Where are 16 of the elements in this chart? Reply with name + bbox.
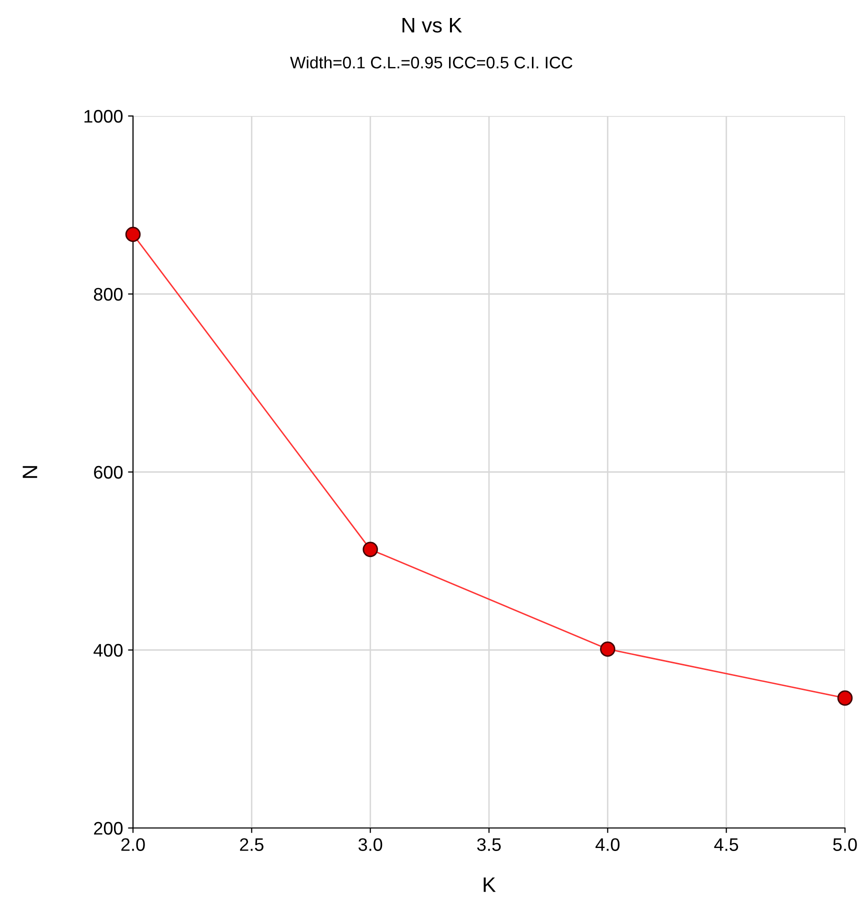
y-tick-label: 400: [94, 644, 123, 657]
y-axis-title: N: [22, 466, 38, 478]
x-tick-label: 5.0: [833, 838, 857, 851]
x-tick-label: 2.0: [121, 838, 145, 851]
x-tick-label: 2.5: [240, 838, 264, 851]
x-tick-label: 4.0: [596, 838, 620, 851]
y-tick-label: 800: [94, 288, 123, 301]
y-tick-label: 1000: [84, 110, 123, 123]
chart-title: N vs K: [402, 18, 462, 33]
y-tick-label: 600: [94, 466, 123, 479]
x-tick-label: 3.5: [477, 838, 501, 851]
y-tick-label: 200: [94, 822, 123, 835]
x-axis-title: K: [484, 878, 496, 892]
x-tick-label: 3.0: [358, 838, 382, 851]
chart-subtitle: Width=0.1 C.L.=0.95 ICC=0.5 C.I. ICC: [290, 56, 572, 68]
x-tick-label: 4.5: [714, 838, 738, 851]
